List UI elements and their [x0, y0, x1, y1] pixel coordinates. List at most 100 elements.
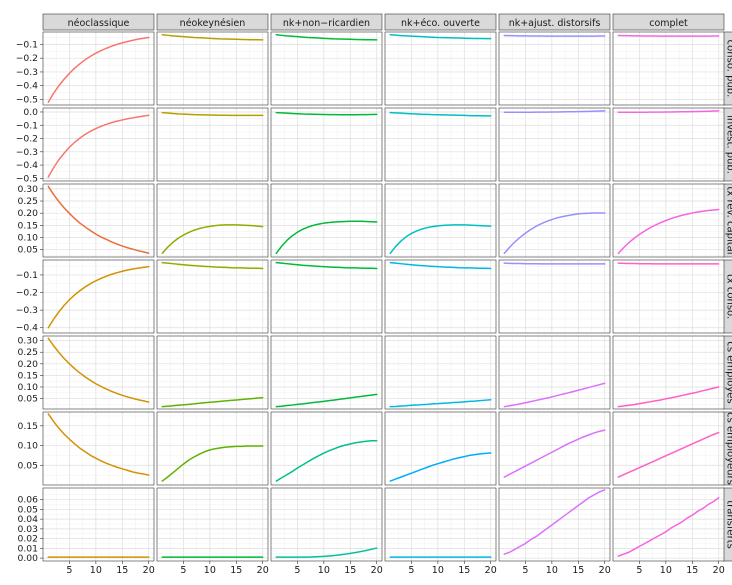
panel-background: [157, 260, 268, 333]
panel-border: [156, 107, 269, 182]
panel-border: [270, 31, 383, 106]
x-tick-label: 20: [713, 565, 725, 576]
y-tick-label: 0.05: [18, 394, 39, 405]
panel-border: [498, 31, 611, 106]
series-line-nk-ajust-distorsifs-cs-employeurs: [503, 429, 606, 478]
y-tick-label: 0.05: [18, 504, 39, 515]
panel-border: [42, 183, 155, 258]
series-line-neoclassique-cs-employes: [47, 337, 150, 403]
panel-border: [156, 183, 269, 258]
y-tick-label: 0.15: [18, 421, 39, 432]
panel-background: [613, 32, 724, 105]
series-line-nk-eco-ouverte-conso-pub: [389, 34, 492, 40]
panel-border: [612, 411, 725, 486]
facet-strip-neokeynesien: [156, 13, 269, 31]
facet-title: néoclassique: [68, 18, 130, 29]
x-tick-label: 5: [66, 565, 72, 576]
panel-background: [613, 488, 724, 561]
series-line-nk-eco-ouverte-invest-pub: [389, 111, 492, 117]
y-tick-label: −0.2: [16, 134, 38, 145]
x-tick-label: 5: [294, 565, 300, 576]
series-line-neoclassique-tx-rev-capital: [47, 185, 150, 254]
series-line-complet-cs-employeurs: [617, 431, 720, 478]
panel-background: [385, 32, 496, 105]
series-line-nk-non-ricardien-cs-employes: [275, 393, 378, 408]
y-tick-label: 0.04: [18, 514, 39, 525]
y-tick-label: 0.06: [18, 495, 39, 506]
panel-background: [385, 412, 496, 485]
panel-border: [156, 31, 269, 106]
series-line-nk-ajust-distorsifs-tx-rev-capital: [503, 212, 606, 255]
y-tick-label: −0.2: [16, 53, 38, 64]
y-tick-label: 0.20: [18, 359, 39, 370]
row-label: tx conso.: [725, 274, 732, 319]
y-tick-label: −0.5: [16, 94, 38, 105]
panel-background: [499, 260, 610, 333]
panel-border: [270, 259, 383, 334]
panel-border: [270, 183, 383, 258]
y-tick-label: 0.05: [18, 245, 39, 256]
y-tick-label: −0.4: [16, 81, 38, 92]
series-line-nk-eco-ouverte-tx-conso: [389, 261, 492, 270]
x-tick-label: 5: [636, 565, 642, 576]
facet-strip-neoclassique: [42, 13, 155, 31]
panel-background: [43, 336, 154, 409]
panel-background: [499, 488, 610, 561]
panel-background: [499, 108, 610, 181]
panel-border: [42, 335, 155, 410]
panel-background: [385, 108, 496, 181]
y-tick-label: 0.0: [23, 107, 38, 118]
y-tick-label: −0.5: [16, 173, 38, 184]
x-tick-label: 10: [660, 565, 672, 576]
y-tick-label: −0.3: [16, 67, 38, 78]
panel-border: [498, 107, 611, 182]
x-tick-label: 15: [572, 565, 584, 576]
x-tick-label: 10: [90, 565, 102, 576]
series-line-nk-non-ricardien-cs-employeurs: [275, 440, 378, 482]
facet-title: nk+éco. ouverte: [401, 18, 480, 29]
y-tick-label: 0.30: [18, 184, 39, 195]
series-line-nk-ajust-distorsifs-conso-pub: [503, 34, 606, 37]
y-tick-label: 0.15: [18, 220, 39, 231]
series-line-nk-ajust-distorsifs-tx-conso: [503, 262, 606, 265]
panel-border: [42, 259, 155, 334]
x-tick-label: 20: [371, 565, 383, 576]
y-tick-label: 0.10: [18, 441, 39, 452]
series-line-nk-eco-ouverte-cs-employeurs: [389, 452, 492, 482]
panel-background: [385, 488, 496, 561]
panel-border: [612, 183, 725, 258]
series-line-neokeynesien-cs-employes: [161, 396, 264, 408]
x-tick-label: 20: [257, 565, 269, 576]
panel-border: [498, 335, 611, 410]
panel-border: [612, 259, 725, 334]
panel-border: [384, 411, 497, 486]
panel-border: [156, 259, 269, 334]
panel-border: [42, 411, 155, 486]
panel-background: [385, 336, 496, 409]
x-tick-label: 15: [116, 565, 128, 576]
panel-border: [42, 31, 155, 106]
y-tick-label: 0.00: [18, 553, 39, 564]
x-tick-label: 10: [432, 565, 444, 576]
row-label: tx rev. capital: [725, 186, 732, 254]
row-label: conso. pub.: [725, 40, 732, 98]
y-tick-label: −0.1: [16, 120, 38, 131]
panel-border: [156, 335, 269, 410]
panel-border: [498, 411, 611, 486]
x-tick-label: 15: [230, 565, 242, 576]
facet-title: néokeynésien: [180, 18, 246, 29]
panel-border: [270, 335, 383, 410]
panel-border: [42, 107, 155, 182]
facet-title: nk+ajust. distorsifs: [509, 18, 601, 29]
panel-background: [271, 108, 382, 181]
facet-strip-complet: [612, 13, 725, 31]
series-line-neokeynesien-conso-pub: [161, 34, 264, 41]
facet-strip-nk-ajust-distorsifs: [498, 13, 611, 31]
panel-border: [156, 487, 269, 562]
series-line-nk-non-ricardien-tx-conso: [275, 261, 378, 270]
facet-title: nk+non−ricardien: [283, 18, 370, 29]
panel-background: [613, 260, 724, 333]
panel-background: [499, 336, 610, 409]
panel-border: [612, 31, 725, 106]
